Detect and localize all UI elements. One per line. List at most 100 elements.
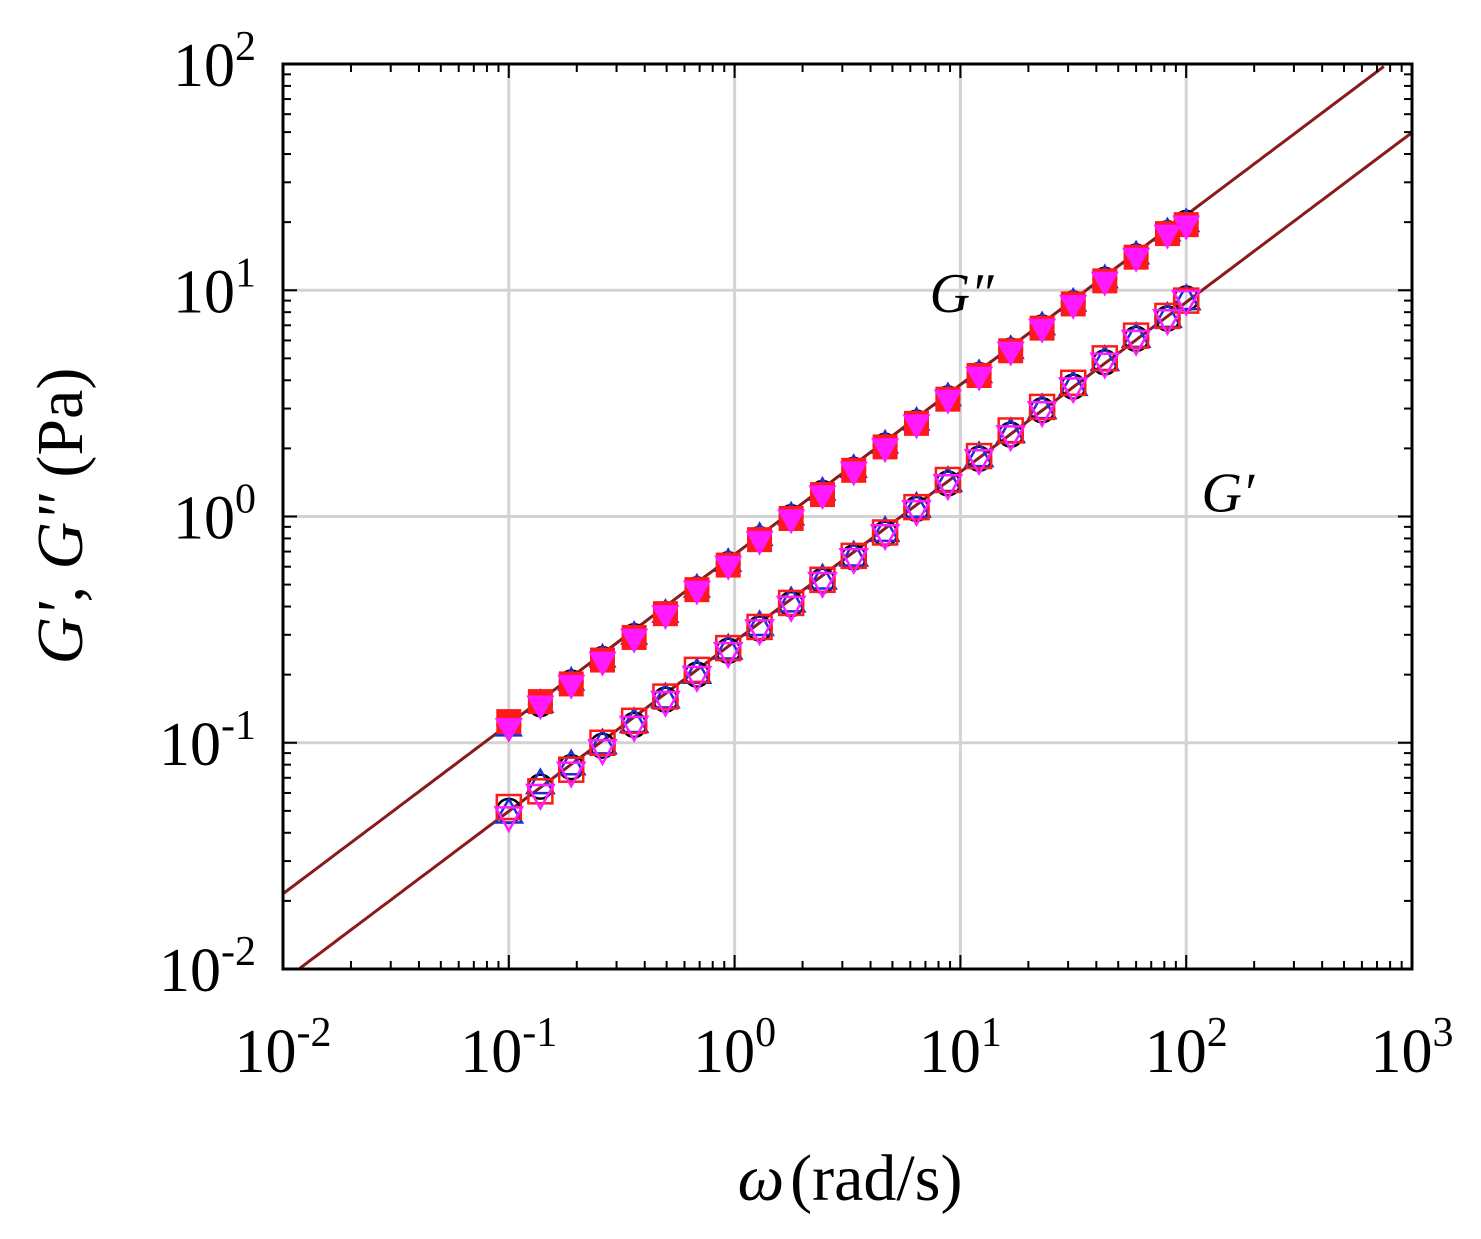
data-point (527, 778, 554, 805)
data-point (777, 589, 805, 617)
data-point (557, 756, 585, 783)
series (493, 289, 1202, 834)
data-point (714, 555, 743, 581)
data-point (1120, 329, 1152, 357)
data-point (1154, 302, 1181, 330)
data-point (965, 442, 993, 470)
data-point (809, 566, 836, 594)
data-point (807, 571, 838, 600)
x-tick-labels: 10-2 10-1 100 101 102 103 (235, 1010, 1454, 1086)
data-point (901, 490, 932, 518)
data-point (902, 414, 931, 440)
data-point (1170, 283, 1202, 311)
data-point (996, 341, 1025, 367)
data-point (650, 690, 681, 718)
x-tick-label: 10-1 (460, 1010, 557, 1086)
data-point (493, 806, 525, 834)
data-point (1059, 294, 1088, 320)
data-point (901, 499, 932, 528)
axis-ticks (282, 63, 1413, 970)
x-tick-label: 103 (1371, 1010, 1454, 1086)
y-axis-g2: G" (24, 494, 97, 570)
data-point (526, 695, 555, 721)
data-point (555, 761, 587, 789)
data-point (1090, 271, 1119, 297)
data-point (588, 651, 617, 677)
x-axis-unit: (rad/s) (790, 1142, 962, 1215)
data-point (620, 628, 649, 654)
data-point (712, 641, 744, 670)
data-point (1026, 401, 1058, 429)
data-point (1089, 352, 1121, 380)
data-point (995, 425, 1027, 453)
data-point (587, 727, 618, 755)
data-point (744, 609, 775, 637)
y-axis-label: G', G" (Pa) (24, 368, 97, 665)
y-tick-label: 102 (173, 24, 256, 100)
data-point (871, 519, 899, 546)
x-axis-symbol: ω (738, 1142, 785, 1215)
data-points (493, 207, 1202, 834)
data-point (1057, 377, 1089, 405)
data-point (838, 539, 870, 567)
x-tick-label: 101 (919, 1010, 1002, 1086)
x-tick-label: 10-2 (235, 1010, 332, 1086)
data-point (494, 718, 523, 743)
data-point (932, 474, 964, 502)
data-point (493, 796, 525, 824)
y-tick-label: 10-2 (159, 929, 256, 1005)
data-point (1028, 318, 1057, 344)
data-point (871, 438, 900, 464)
data-point (775, 595, 807, 623)
annotations: G″ G′ (930, 263, 1255, 525)
data-point (682, 580, 711, 606)
data-point (525, 767, 556, 795)
data-point (745, 530, 774, 556)
data-point (840, 542, 867, 570)
data-point (1170, 289, 1202, 317)
data-point (1153, 224, 1182, 250)
data-point (963, 448, 995, 477)
data-point (869, 514, 901, 543)
data-point (714, 634, 742, 662)
y-tick-label: 100 (173, 477, 256, 553)
data-point (1172, 215, 1201, 241)
data-point (651, 605, 680, 631)
data-point (744, 619, 775, 647)
y-tick-labels: 10-2 10-1 100 101 102 (159, 24, 256, 1005)
data-point (839, 461, 868, 487)
data-point (965, 366, 994, 392)
y-tick-label: 101 (173, 250, 256, 326)
fit-line (282, 65, 1385, 895)
data-point (775, 585, 807, 613)
data-point (712, 632, 744, 660)
data-point (934, 466, 962, 494)
annotation-label: G″ (930, 263, 994, 325)
data-point (777, 509, 806, 535)
y-axis-unit: (Pa) (24, 368, 97, 494)
data-point (746, 613, 773, 641)
annotation-label: G′ (1201, 463, 1254, 525)
y-axis-g1: G' (24, 601, 97, 665)
data-point (808, 485, 837, 511)
data-point (587, 739, 618, 767)
data-point (869, 523, 901, 552)
data-point (525, 783, 556, 811)
data-point (618, 715, 650, 743)
x-tick-label: 102 (1145, 1010, 1228, 1086)
x-axis-label: ω(rad/s) (738, 1142, 963, 1215)
data-point (1122, 247, 1151, 273)
data-point (933, 389, 962, 415)
data-point (1122, 322, 1150, 349)
data-point (807, 562, 838, 590)
y-axis-sep: , (24, 570, 97, 603)
y-tick-label: 10-1 (159, 703, 256, 779)
series (494, 215, 1201, 743)
x-tick-label: 100 (693, 1010, 776, 1086)
data-point (963, 440, 995, 468)
data-point (557, 674, 586, 700)
data-point (838, 547, 870, 576)
data-point (681, 665, 713, 693)
data-point (1152, 308, 1183, 337)
